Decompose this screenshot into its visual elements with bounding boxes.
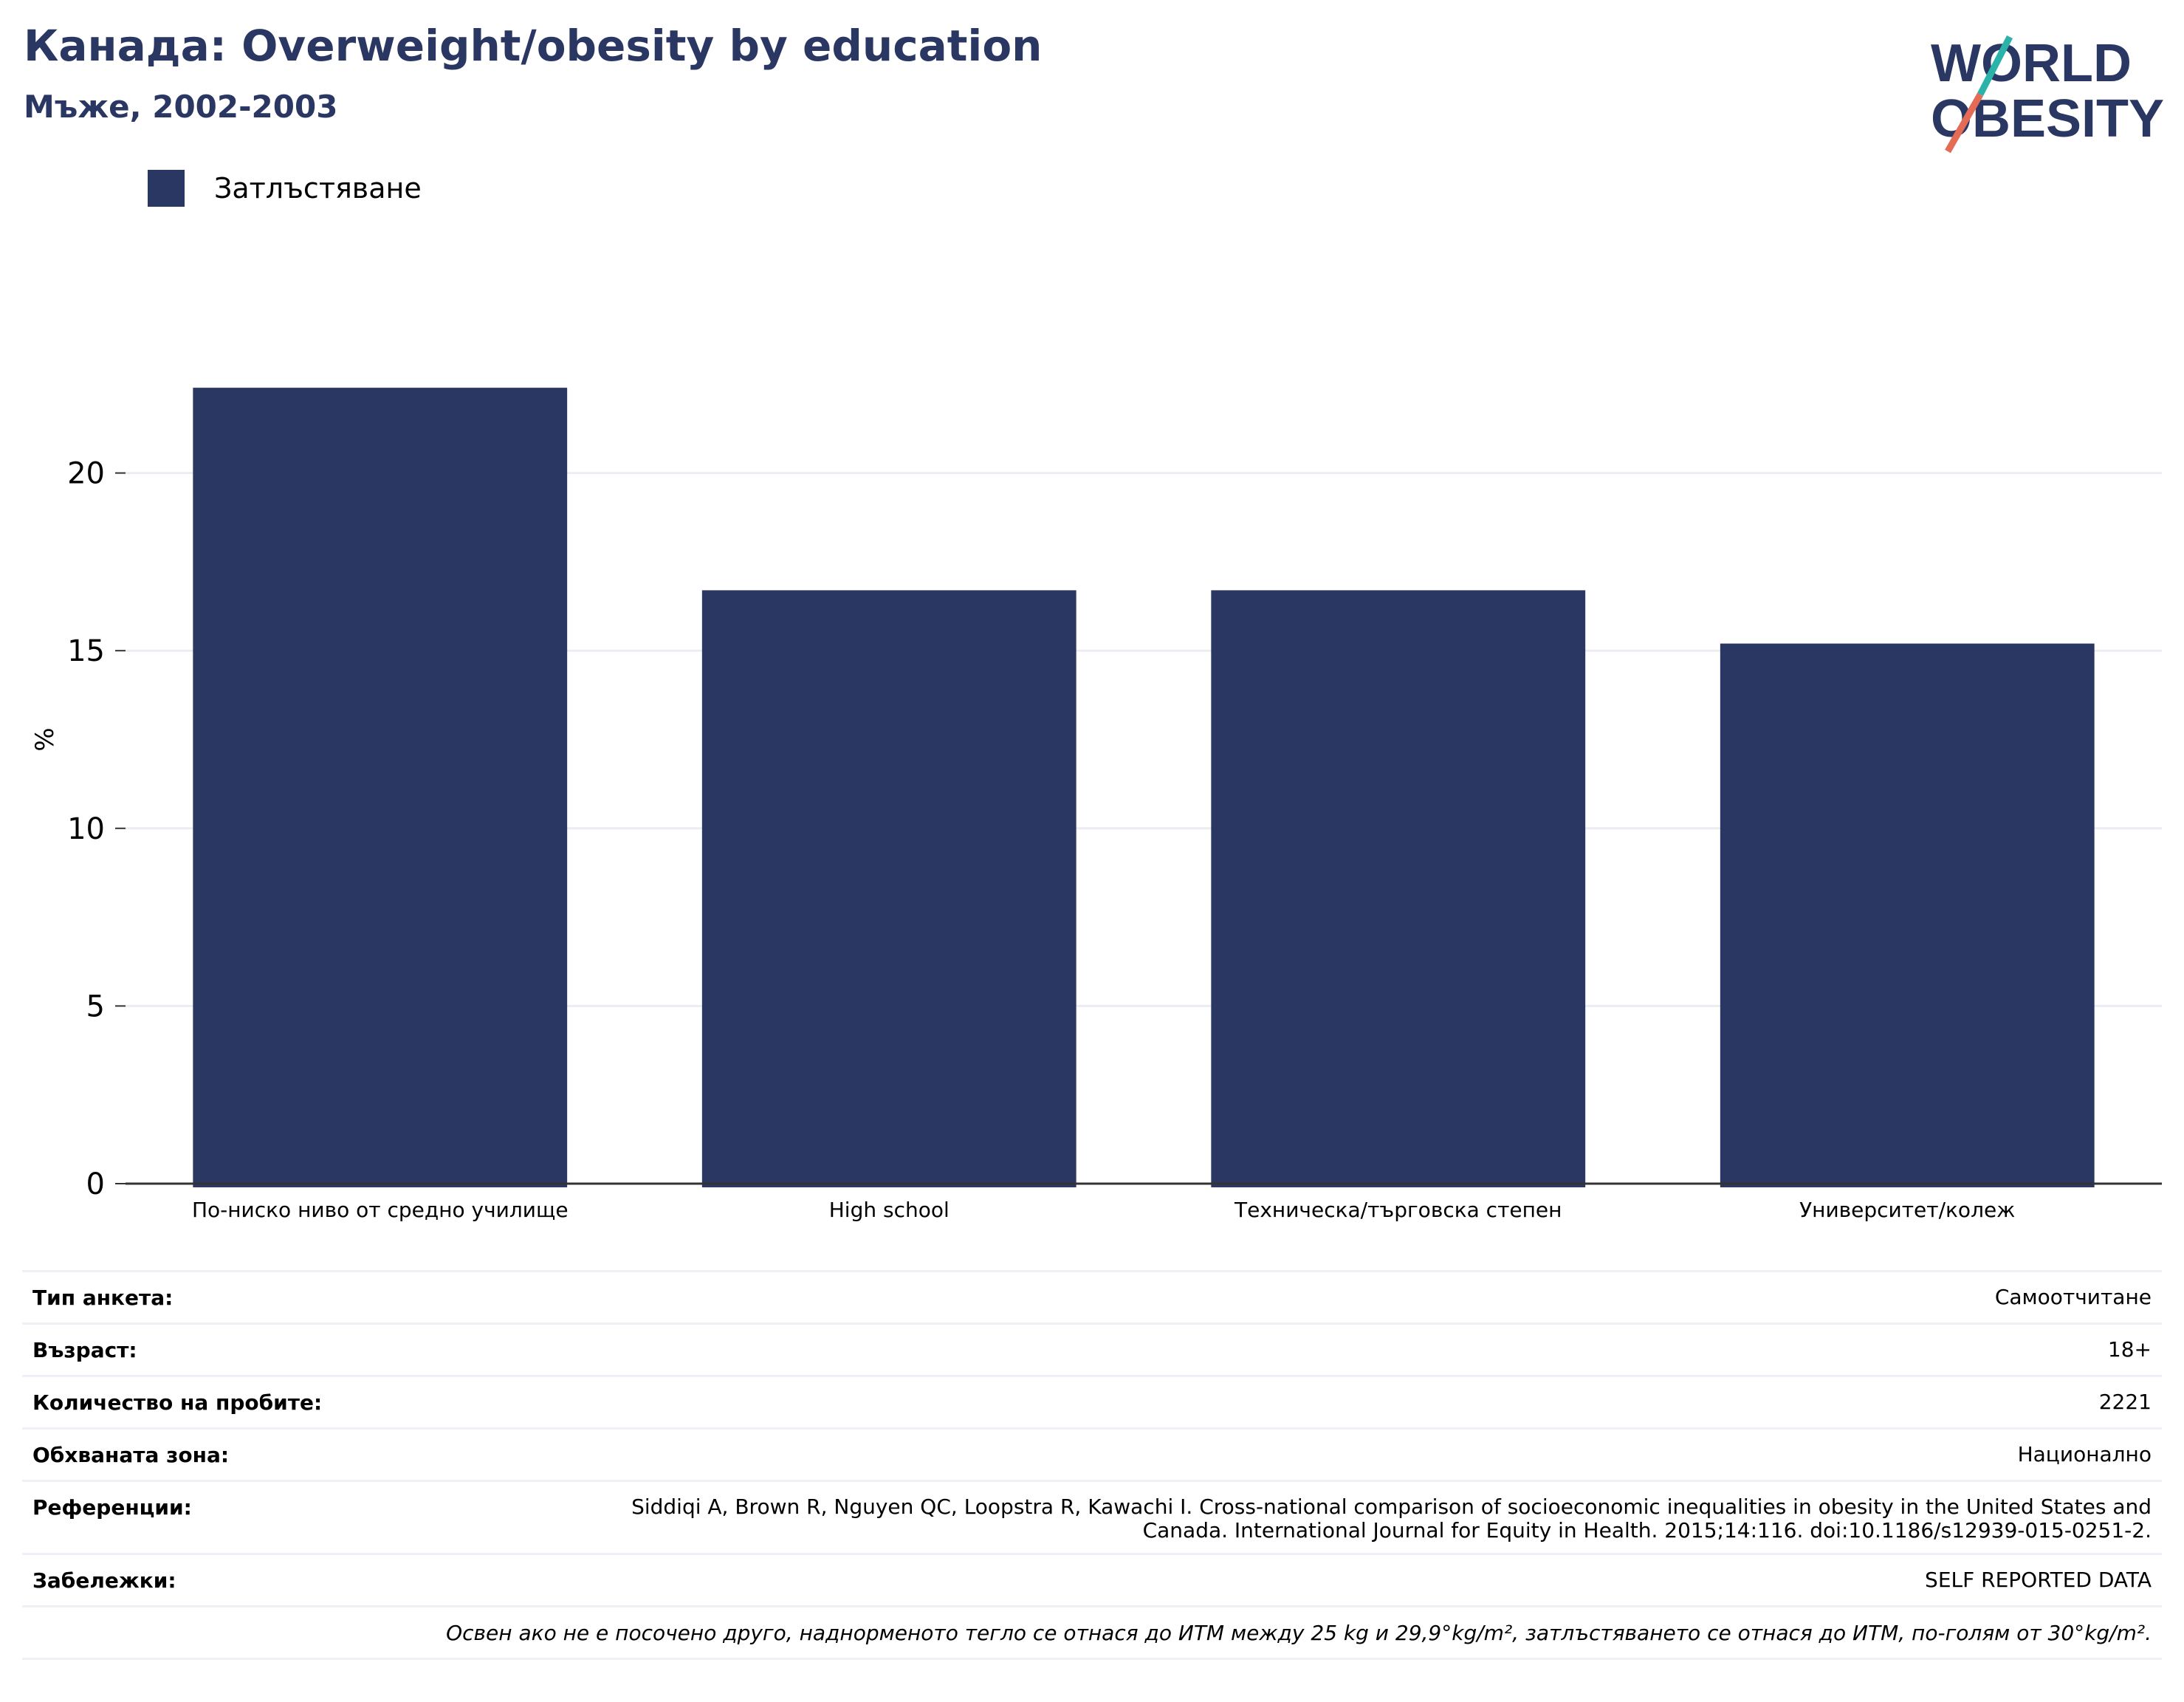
y-tick-label: 20 [67,457,105,491]
bar [1211,590,1586,1187]
info-row-notes: Забележки: SELF REPORTED DATA [22,1553,2162,1605]
logo-line1: WORLD [1931,34,2132,93]
info-value: Самоотчитане [1994,1285,2152,1309]
y-tick-label: 15 [67,634,105,668]
bar [193,388,568,1187]
info-key: Тип анкета: [32,1286,174,1310]
x-tick-label: Техническа/търговска степен [1234,1198,1562,1222]
y-axis-label: % [30,727,60,751]
legend-swatch [148,170,185,207]
info-value: 2221 [2098,1390,2152,1414]
info-key: Възраст: [32,1338,137,1362]
info-row-sample-size: Количество на пробите: 2221 [22,1375,2162,1427]
x-tick-label: High school [829,1198,950,1222]
bar-chart: 0 5 10 15 20% По-ниско ниво от средно училище… [30,388,2162,1222]
info-row-footnote: Освен ако не е посочено друго, наднормен… [22,1605,2162,1660]
legend: Затлъстяване [148,170,422,207]
info-row-references: Референции: Siddiqi A, Brown R, Nguyen Q… [22,1480,2162,1553]
footnote: Освен ако не е посочено друго, наднормен… [446,1621,2152,1645]
x-tick-label: Университет/колеж [1799,1198,2015,1222]
bar [701,590,1076,1187]
info-value: Национално [2017,1442,2152,1466]
info-row-age: Възраст: 18+ [22,1322,2162,1375]
logo-slash-teal [1977,35,2013,97]
y-tick-label: 5 [86,989,105,1023]
logo-slash-coral [1945,92,1983,154]
info-table: Тип анкета: Самоотчитане Възраст: 18+ Ко… [22,1270,2162,1660]
y-tick-label: 10 [67,812,105,846]
info-key: Количество на пробите: [32,1390,323,1415]
chart-subtitle: Мъже, 2002-2003 [24,89,338,125]
chart-title: Канада: Overweight/obesity by education [24,21,1043,71]
info-value: SELF REPORTED DATA [1925,1568,2152,1592]
y-tick-label: 0 [86,1167,105,1201]
legend-label: Затлъстяване [214,172,422,205]
info-value: Siddiqi A, Brown R, Nguyen QC, Loopstra … [631,1495,2152,1543]
info-key: Референции: [32,1495,192,1520]
info-row-survey-type: Тип анкета: Самоотчитане [22,1270,2162,1322]
bar [1720,643,2095,1187]
info-key: Обхваната зона: [32,1443,230,1467]
world-obesity-logo: WORLD OBESITY [1931,34,2164,154]
x-tick-label: По-ниско ниво от средно училище [192,1198,569,1222]
info-key: Забележки: [32,1568,176,1593]
info-row-area: Обхваната зона: Национално [22,1427,2162,1480]
info-value: 18+ [2107,1337,2152,1362]
